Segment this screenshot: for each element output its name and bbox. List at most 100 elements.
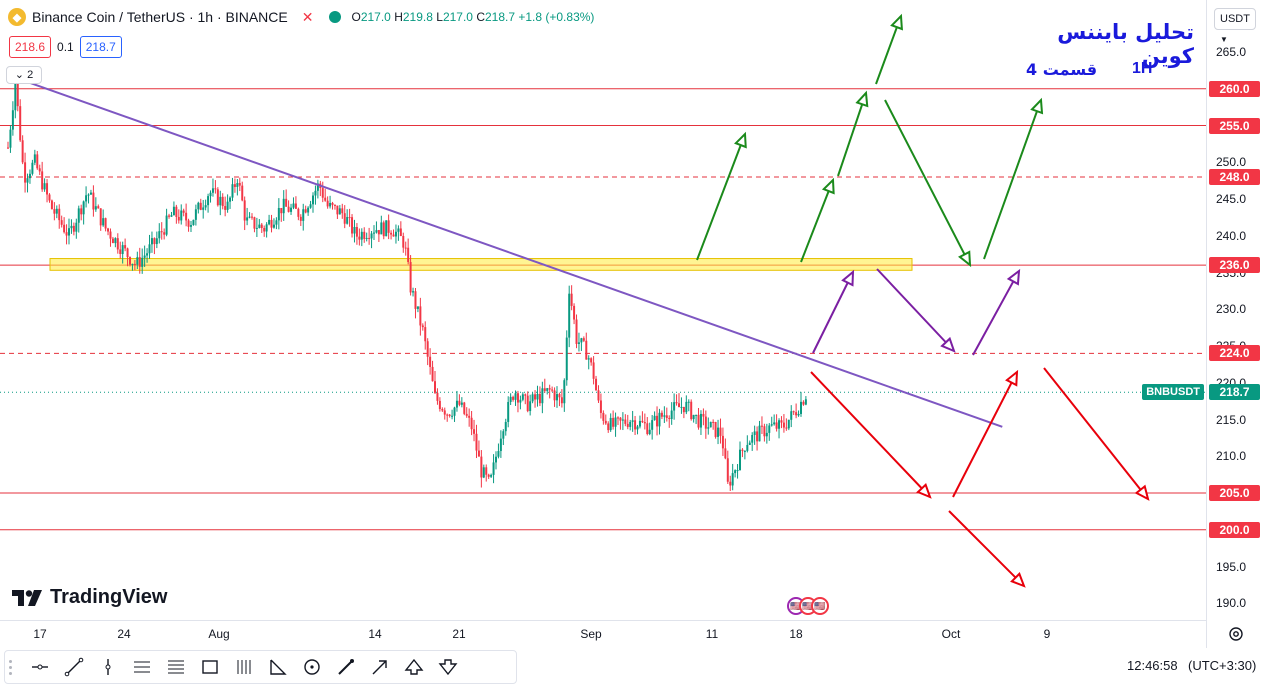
candle-body <box>241 185 244 201</box>
candle-body <box>89 192 92 195</box>
candle-body <box>102 218 105 226</box>
candle-body <box>226 201 229 210</box>
price-tick-label: 240.0 <box>1216 228 1247 243</box>
economic-events[interactable]: 🇺🇸 🇺🇸 🇺🇸 <box>787 597 829 615</box>
candle-body <box>28 173 31 179</box>
settings-gear-icon[interactable] <box>1226 624 1246 644</box>
candle-body <box>526 395 529 412</box>
candle-body <box>333 204 336 206</box>
red-arrow-head <box>1005 369 1019 387</box>
purple-arrow-head <box>841 269 855 287</box>
price-level-badge: 224.0 <box>1209 345 1260 362</box>
candle-body <box>341 208 344 214</box>
candle-body <box>743 450 746 452</box>
price-tick-label: 190.0 <box>1216 596 1247 611</box>
candle-body <box>58 208 61 221</box>
candle-body <box>424 327 427 342</box>
symbol-legend[interactable]: ◆ Binance Coin / TetherUS · 1h · BINANCE… <box>8 8 594 26</box>
candle-body <box>16 82 19 107</box>
price-tick-label: 265.0 <box>1216 45 1247 59</box>
parallel-channel-tool[interactable] <box>125 652 159 682</box>
symbol-title[interactable]: Binance Coin / TetherUS · 1h · BINANCE <box>32 9 288 25</box>
candle-body <box>624 419 627 424</box>
close-symbol-icon[interactable]: ✕ <box>301 8 314 25</box>
candle-body <box>465 413 468 416</box>
buy-price-button[interactable]: 218.7 <box>79 36 122 58</box>
candle-body <box>265 224 268 232</box>
candle-body <box>565 337 568 381</box>
currency-select[interactable]: USDT ▼ <box>1214 8 1256 44</box>
candle-body <box>543 388 546 391</box>
candle-body <box>524 394 527 396</box>
rectangle-tool[interactable] <box>193 652 227 682</box>
candle-body <box>426 341 429 357</box>
candle-body <box>229 197 232 202</box>
candle-body <box>582 338 585 341</box>
candle-body <box>536 393 539 400</box>
candle-body <box>775 422 778 429</box>
candle-body <box>399 228 402 237</box>
candle-body <box>617 417 619 419</box>
price-axis[interactable]: USDT ▼ 265.0260.0255.0250.0245.0240.0235… <box>1206 0 1261 648</box>
candlestick-chart[interactable] <box>0 0 1206 620</box>
price-level-badge: 200.0 <box>1209 521 1260 538</box>
candle-body <box>419 306 422 326</box>
candle-body <box>346 217 349 224</box>
chart-pane[interactable]: ◆ Binance Coin / TetherUS · 1h · BINANCE… <box>0 0 1206 620</box>
clock: 12:46:58 <box>1127 658 1178 673</box>
us-flag-event-icon[interactable]: 🇺🇸 <box>811 597 829 615</box>
brush-tool[interactable] <box>329 652 363 682</box>
indicators-toggle-button[interactable]: ⌄ 2 <box>6 66 42 84</box>
candle-body <box>165 215 168 235</box>
rectangle-tool-icon <box>202 660 218 674</box>
candle-body <box>521 394 524 400</box>
candle-body <box>75 222 78 232</box>
candle-body <box>548 388 551 390</box>
candle-body <box>253 217 256 229</box>
candle-body <box>782 422 785 428</box>
tradingview-logo[interactable]: TradingView <box>12 586 167 609</box>
candle-body <box>238 183 241 186</box>
candle-body <box>258 224 261 228</box>
price-tick-label: 195.0 <box>1216 559 1247 574</box>
candle-body <box>377 230 380 235</box>
candle-body <box>541 388 544 404</box>
candle-body <box>575 319 578 344</box>
gann-tool[interactable] <box>227 652 261 682</box>
candle-body <box>690 401 693 420</box>
sell-price-button[interactable]: 218.6 <box>9 36 52 58</box>
timezone-select[interactable]: (UTC+3:30) <box>1188 658 1257 673</box>
vertical-line-tool[interactable] <box>91 652 125 682</box>
trend-line <box>14 76 1003 428</box>
arrow-tool[interactable] <box>363 652 397 682</box>
pattern-tool[interactable] <box>261 652 295 682</box>
candle-body <box>595 378 598 391</box>
candle-body <box>326 200 329 207</box>
circle-tool[interactable] <box>295 652 329 682</box>
trend-line-tool[interactable] <box>57 652 91 682</box>
arrow-down-tool[interactable] <box>431 652 465 682</box>
candle-body <box>434 381 436 393</box>
candle-body <box>41 171 44 190</box>
candle-body <box>353 226 356 234</box>
candle-body <box>343 213 346 224</box>
candle-body <box>275 220 278 225</box>
candle-body <box>131 263 134 265</box>
time-axis[interactable]: 17 24 Aug 14 21 Sep 11 18 Oct 9 <box>0 620 1206 648</box>
toolbar-drag-handle[interactable] <box>9 658 17 676</box>
horizontal-line-tool[interactable] <box>23 652 57 682</box>
gann-tool-icon <box>237 660 251 674</box>
fib-retracement-tool[interactable] <box>159 652 193 682</box>
candle-body <box>673 402 676 411</box>
pattern-tool-icon <box>270 659 287 675</box>
candle-body <box>612 417 615 427</box>
red-arrow <box>952 371 1018 498</box>
candle-body <box>800 401 802 414</box>
candle-body <box>675 402 678 404</box>
candle-body <box>153 238 156 245</box>
price-tick-label: 250.0 <box>1216 155 1247 170</box>
candle-body <box>599 400 602 413</box>
candle-body <box>416 306 419 309</box>
candle-body <box>46 183 49 195</box>
arrow-up-tool[interactable] <box>397 652 431 682</box>
